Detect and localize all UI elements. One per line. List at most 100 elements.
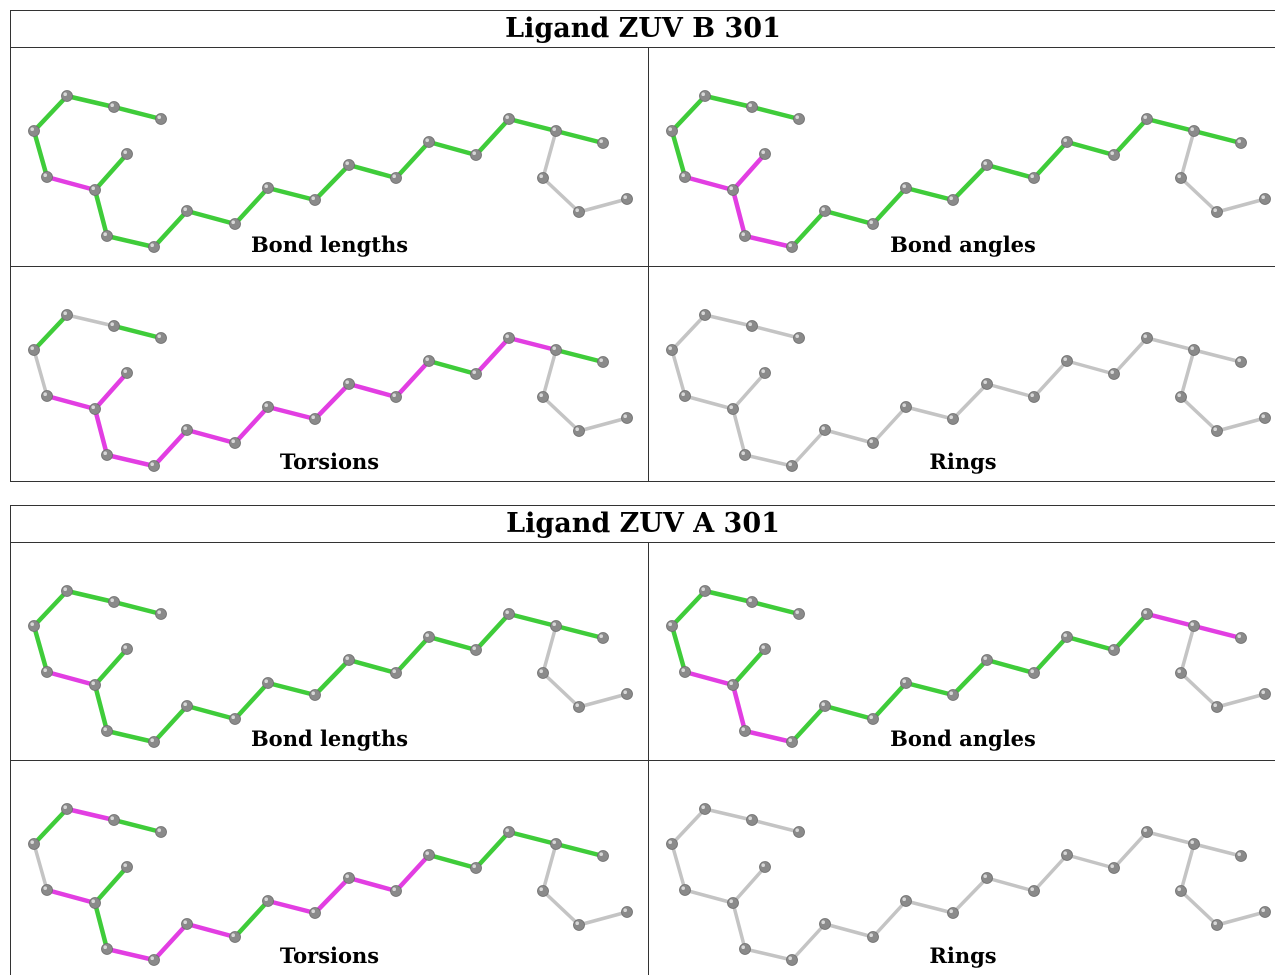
atom-highlight [505, 610, 510, 614]
bond [822, 703, 876, 722]
bond [731, 865, 767, 905]
atom-highlight [902, 679, 906, 683]
bond [111, 104, 164, 122]
bond [92, 900, 110, 952]
atom-highlight [1237, 358, 1241, 362]
atom-highlight [157, 828, 161, 832]
atom-highlight [63, 805, 67, 809]
atom [666, 620, 678, 632]
bond [346, 381, 399, 400]
bond [506, 116, 559, 134]
atom-highlight [425, 357, 430, 361]
bond [1144, 611, 1197, 629]
caption-torsions: Torsions [279, 449, 380, 474]
atom-highlight [30, 840, 34, 844]
bond [730, 646, 768, 688]
atom [309, 413, 321, 425]
grid-divider-horizontal [11, 266, 1275, 267]
atom-highlight [552, 346, 556, 350]
atom-highlight [1110, 646, 1114, 650]
atom [867, 437, 879, 449]
atom-highlight [264, 897, 268, 901]
atom-highlight [729, 681, 733, 685]
atom-highlight [103, 727, 107, 731]
atom-highlight [575, 427, 579, 431]
atom [470, 149, 482, 161]
bond [265, 404, 318, 422]
atom [793, 608, 805, 620]
atom-highlight [741, 232, 745, 236]
atom-highlight [983, 161, 987, 165]
atom-highlight [821, 920, 825, 924]
bond [1191, 128, 1244, 146]
atom [309, 689, 321, 701]
bond [789, 703, 828, 745]
atom-highlight [91, 681, 95, 685]
bond [1179, 129, 1196, 180]
atom-highlight [1063, 357, 1067, 361]
bond [184, 208, 238, 227]
atom [621, 193, 633, 205]
atom [155, 608, 167, 620]
atom [1108, 149, 1120, 161]
bond [553, 841, 606, 859]
atom [1235, 632, 1247, 644]
atom-highlight [902, 403, 906, 407]
atom-highlight [1213, 208, 1217, 212]
atom [423, 355, 435, 367]
atom-highlight [623, 414, 627, 418]
atom [121, 148, 133, 160]
atom [1141, 332, 1153, 344]
bond [903, 185, 956, 203]
atom [470, 644, 482, 656]
atom-highlight [681, 668, 685, 672]
atom [1175, 391, 1187, 403]
bond [577, 197, 629, 214]
atom [537, 391, 549, 403]
bond [1179, 176, 1219, 214]
atom-highlight [505, 115, 510, 119]
atom [1141, 826, 1153, 838]
atom-highlight [1110, 151, 1114, 155]
bond [92, 187, 110, 239]
bond [750, 324, 801, 340]
bond [104, 452, 157, 469]
atom [900, 677, 912, 689]
molecule-bond-lengths [28, 90, 633, 253]
atom [759, 643, 771, 655]
atom-highlight [748, 598, 752, 602]
atom-highlight [30, 127, 34, 131]
caption-bond-angles: Bond angles [890, 726, 1036, 751]
atom [343, 159, 355, 171]
atom [666, 838, 678, 850]
atom [309, 194, 321, 206]
atom-highlight [231, 715, 235, 719]
atom [793, 332, 805, 344]
atom [343, 654, 355, 666]
bond [790, 428, 827, 468]
atom-highlight [123, 150, 127, 154]
bond [151, 921, 190, 963]
bond [426, 852, 479, 871]
atom [900, 182, 912, 194]
atom-highlight [748, 816, 752, 820]
atom-highlight [681, 392, 685, 396]
atom-highlight [103, 451, 107, 455]
atom-highlight [345, 380, 350, 384]
bond [683, 394, 735, 411]
bond [669, 588, 708, 629]
atom [699, 585, 711, 597]
bond [393, 634, 432, 676]
atom-highlight [623, 690, 627, 694]
atom [947, 194, 959, 206]
atom-highlight [741, 945, 745, 949]
bond [553, 623, 606, 641]
bond [1179, 671, 1219, 709]
atom-highlight [869, 439, 873, 443]
atom-highlight [183, 207, 187, 211]
atom [229, 713, 241, 725]
atom-highlight [539, 174, 543, 178]
bond [312, 162, 352, 203]
atom-highlight [949, 196, 953, 200]
atom-highlight [668, 127, 672, 131]
